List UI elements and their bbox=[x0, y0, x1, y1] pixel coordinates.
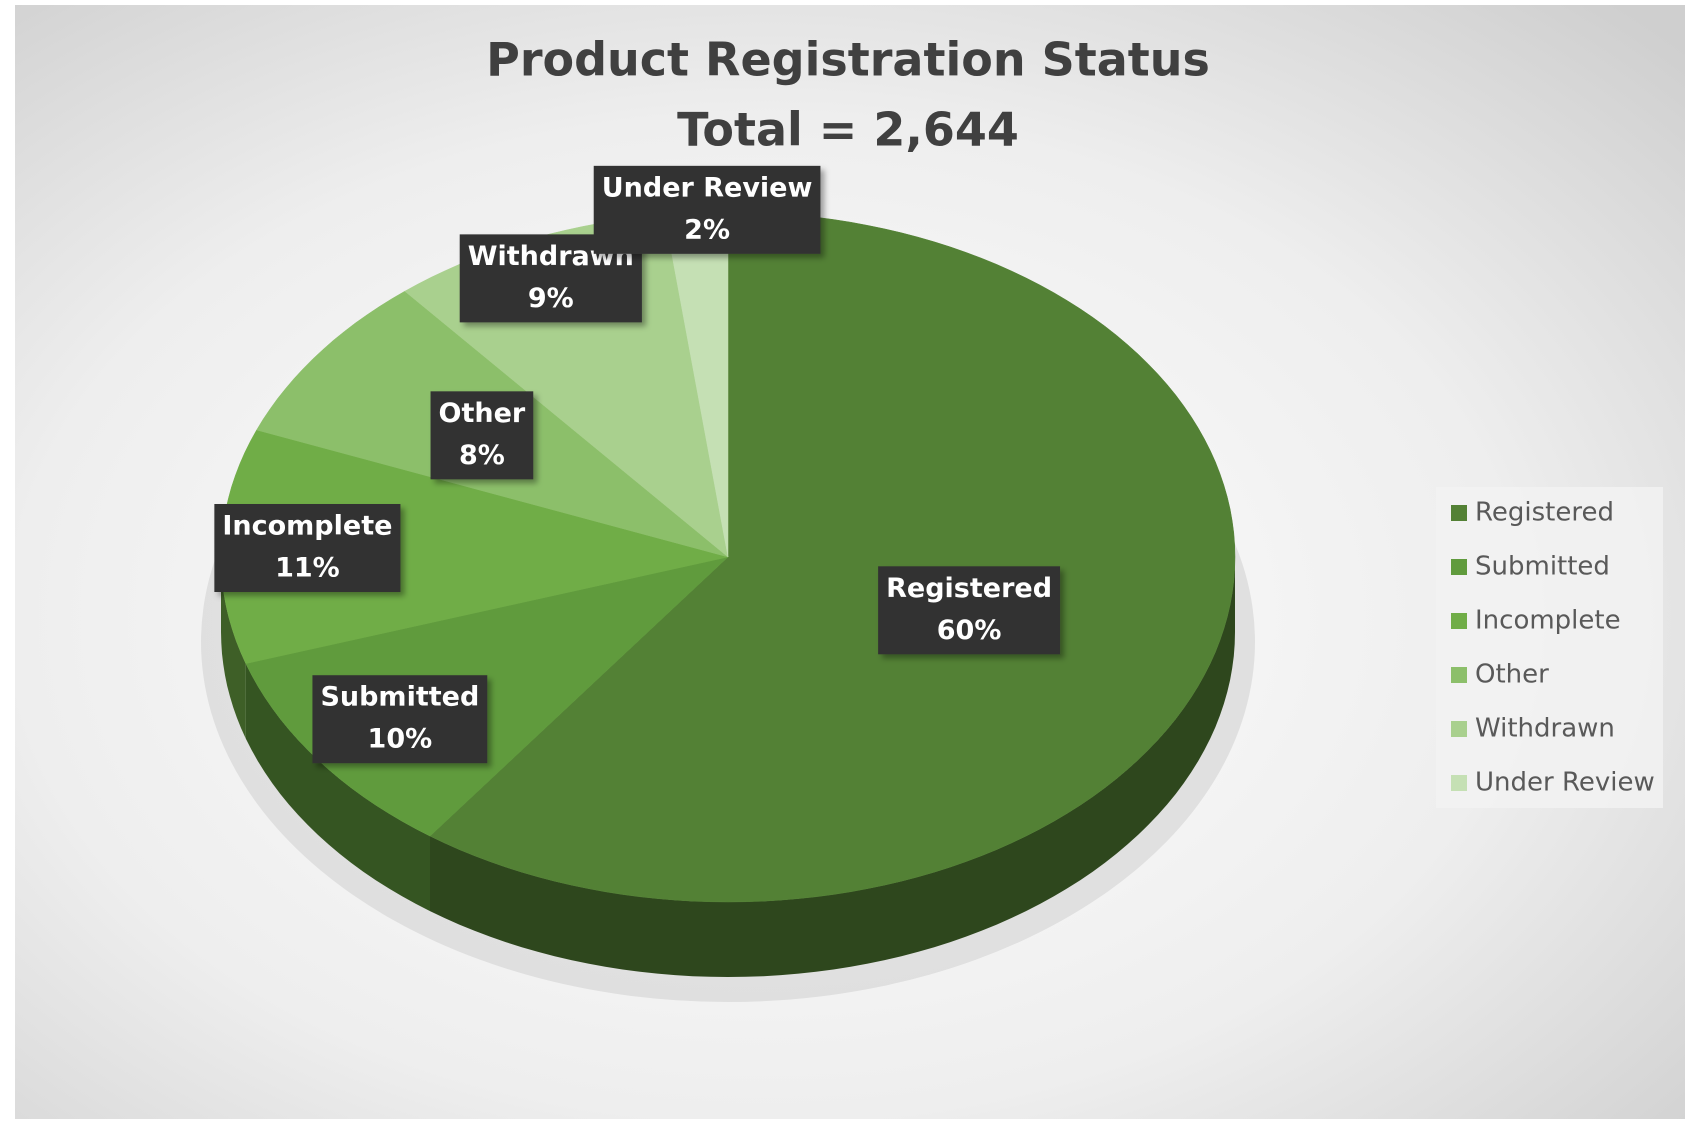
slice-side bbox=[430, 557, 1235, 977]
chart-subtitle: Total = 2,644 bbox=[677, 103, 1019, 157]
legend-label: Submitted bbox=[1475, 552, 1610, 582]
data-label: Submitted 10% bbox=[312, 675, 488, 764]
legend-label: Withdrawn bbox=[1475, 714, 1615, 744]
data-label: Under Review 2% bbox=[593, 165, 821, 254]
data-label-value: 60% bbox=[937, 615, 1002, 646]
data-label-value: 10% bbox=[368, 724, 433, 755]
data-label-name: Under Review bbox=[602, 172, 813, 203]
legend-swatch bbox=[1451, 613, 1467, 629]
data-label-box bbox=[878, 566, 1061, 655]
legend-label: Registered bbox=[1475, 498, 1614, 528]
data-label-value: 2% bbox=[684, 214, 730, 245]
data-label-value: 8% bbox=[459, 440, 505, 471]
legend-swatch bbox=[1451, 505, 1467, 521]
data-label: Other 8% bbox=[430, 391, 534, 480]
legend-swatch bbox=[1451, 775, 1467, 791]
data-label-name: Other bbox=[439, 398, 526, 429]
legend-label: Under Review bbox=[1475, 768, 1655, 798]
slice-side bbox=[221, 557, 246, 739]
legend-box bbox=[1436, 487, 1663, 808]
chart-title: Product Registration Status bbox=[486, 33, 1210, 87]
data-label-box bbox=[430, 391, 534, 480]
legend-label: Incomplete bbox=[1475, 606, 1621, 636]
legend-swatch bbox=[1451, 667, 1467, 683]
data-label: Registered 60% bbox=[878, 566, 1061, 655]
data-label-name: Registered bbox=[886, 573, 1052, 604]
data-label-value: 11% bbox=[275, 553, 340, 584]
data-label-name: Submitted bbox=[320, 682, 479, 713]
data-label: Incomplete 11% bbox=[214, 504, 401, 593]
data-label-value: 9% bbox=[528, 283, 574, 314]
legend-swatch bbox=[1451, 559, 1467, 575]
data-label-name: Incomplete bbox=[222, 511, 392, 542]
data-label-box bbox=[593, 165, 821, 254]
data-label-box bbox=[214, 504, 401, 593]
slice bbox=[429, 211, 1236, 903]
data-label-box bbox=[312, 675, 488, 764]
legend-swatch bbox=[1451, 721, 1467, 737]
legend-label: Other bbox=[1475, 660, 1549, 690]
slice-side bbox=[245, 663, 430, 912]
